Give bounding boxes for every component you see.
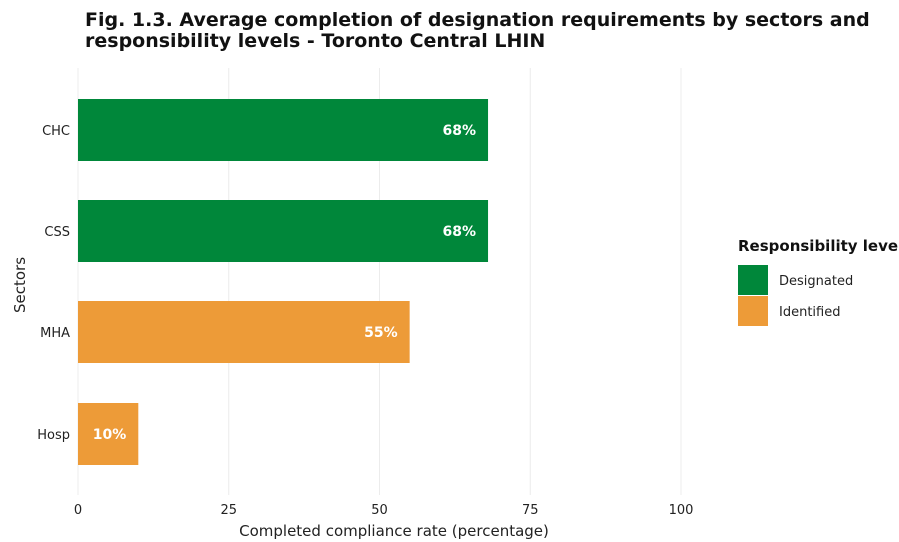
x-tick-label: 75	[522, 503, 539, 518]
bars	[78, 99, 489, 465]
bar-label-chc: 68%	[443, 123, 477, 139]
y-tick-label: CHC	[42, 124, 70, 139]
bar-labels: 68% 68% 55% 10%	[93, 123, 476, 443]
legend-label-designated: Designated	[779, 274, 853, 289]
x-tick-label: 50	[371, 503, 388, 518]
chart-title: Fig. 1.3. Average completion of designat…	[85, 9, 870, 52]
y-tick-label: CSS	[44, 225, 70, 240]
legend-title: Responsibility level	[738, 237, 899, 255]
bar-chc	[78, 99, 489, 161]
x-tick-labels: 0 25 50 75 100	[74, 503, 694, 518]
y-tick-label: MHA	[40, 326, 70, 341]
y-tick-label: Hosp	[37, 428, 70, 443]
legend-swatch-designated	[738, 265, 768, 295]
x-axis-title: Completed compliance rate (percentage)	[239, 522, 549, 540]
x-tick-label: 100	[669, 503, 694, 518]
bar-label-hosp: 10%	[93, 427, 127, 443]
bar-hosp	[78, 403, 139, 465]
bar-mha	[78, 301, 410, 363]
bar-css	[78, 200, 489, 262]
x-tick-label: 0	[74, 503, 82, 518]
y-axis-title: Sectors	[11, 257, 29, 313]
y-tick-labels: CHC CSS MHA Hosp	[37, 124, 70, 443]
legend-swatch-identified	[738, 296, 768, 326]
x-tick-label: 25	[220, 503, 237, 518]
legend-label-identified: Identified	[779, 305, 840, 320]
legend: Responsibility level Designated Identifie…	[738, 237, 899, 326]
bar-label-mha: 55%	[364, 325, 398, 341]
bar-label-css: 68%	[443, 224, 477, 240]
